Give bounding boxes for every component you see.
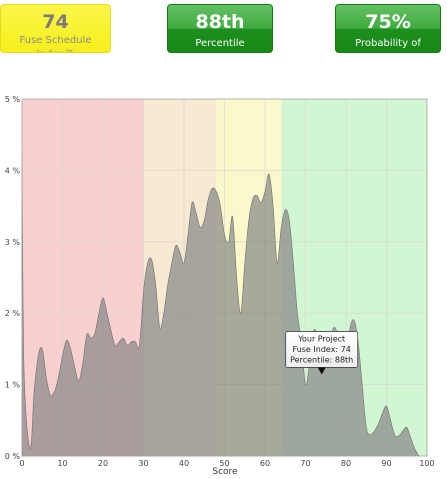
x-axis-ticks: 0 10 20 30 40 50 60 70 80 90 100	[19, 459, 434, 468]
fuse-index-label: Fuse Schedule Index™	[19, 35, 92, 52]
plot-frame	[21, 98, 428, 457]
x-tick-label-7: 70	[300, 459, 310, 468]
y-tick-label-1: 1 %	[5, 381, 21, 390]
probability-value: 75%	[365, 11, 411, 33]
x-axis-title: Score	[212, 467, 238, 477]
x-tick-label-2: 20	[98, 459, 108, 468]
probability-card: 75% Probability of Success	[335, 4, 441, 53]
y-tick-label-3: 3 %	[5, 238, 21, 247]
x-tick-label-10: 100	[419, 459, 434, 468]
x-tick-label-9: 90	[381, 459, 391, 468]
series-0-area	[21, 148, 420, 457]
x-tick-label-8: 80	[341, 459, 351, 468]
y-axis-ticks: 0 % 1 % 2 % 3 % 4 % 5 %	[5, 95, 21, 461]
y-tick-label-4: 4 %	[5, 166, 21, 175]
x-tick-label-5: 50	[219, 459, 229, 468]
axes	[21, 98, 428, 457]
x-tick-label-4: 40	[179, 459, 189, 468]
x-tick-label-3: 30	[138, 459, 148, 468]
probability-label: Probability of Success	[355, 38, 421, 49]
percentile-label: Percentile	[195, 38, 245, 49]
y-tick-label-2: 2 %	[5, 309, 21, 318]
x-tick-label-1: 10	[57, 459, 67, 468]
y-tick-label-0: 0 %	[5, 452, 21, 461]
x-tick-label-0: 0	[19, 459, 24, 468]
fuse-index-card: 74 Fuse Schedule Index™	[0, 4, 111, 53]
series-area	[21, 148, 420, 457]
annotation-line-1: Fuse Index: 74	[293, 345, 351, 354]
x-tick-label-6: 60	[260, 459, 270, 468]
percentile-value: 88th	[195, 11, 245, 33]
fuse-index-value: 74	[42, 11, 69, 33]
annotation-line-2: Percentile: 88th	[290, 355, 353, 364]
annotation-line-0: Your Project	[297, 334, 345, 343]
annotation-pointer	[317, 367, 326, 375]
y-tick-label-5: 5 %	[5, 95, 21, 104]
percentile-card: 88th Percentile	[167, 4, 273, 53]
